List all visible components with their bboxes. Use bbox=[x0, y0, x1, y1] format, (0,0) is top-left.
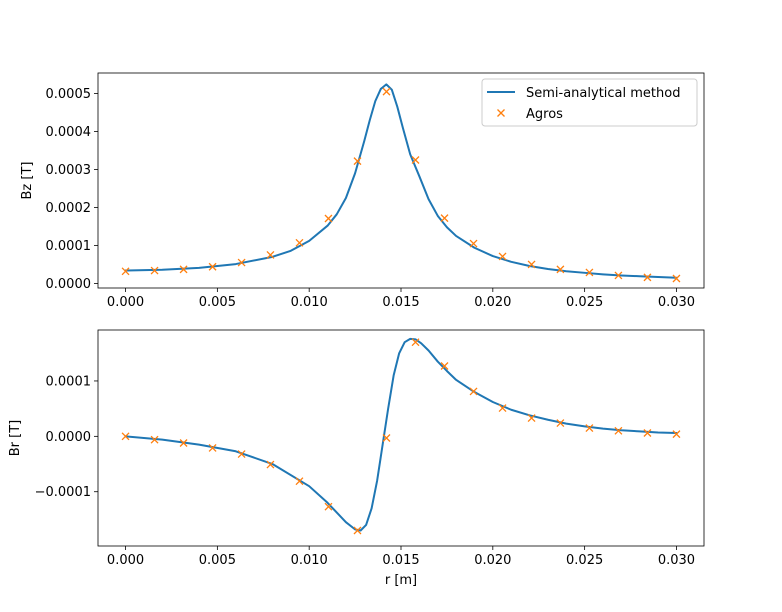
bz-agros-point bbox=[150, 266, 159, 275]
bz-agros-point bbox=[295, 238, 304, 247]
legend: Semi-analytical method Agros bbox=[481, 78, 698, 127]
br-agros-point bbox=[440, 362, 449, 370]
bz-agros-point bbox=[527, 260, 536, 269]
bz-agros-point bbox=[121, 267, 130, 276]
bz-agros-point bbox=[353, 157, 362, 166]
bz-y-ticks: 0.0000 0.0001 0.0002 0.0003 0.0004 0.0005 bbox=[46, 87, 98, 292]
br-agros-point bbox=[527, 414, 536, 423]
bz-x-tick-label: 0.000 bbox=[107, 295, 144, 310]
br-y-tick-label: 0.0000 bbox=[46, 430, 92, 445]
bz-agros-point bbox=[498, 252, 507, 261]
br-agros-point bbox=[353, 526, 362, 535]
bz-y-tick-label: 0.0005 bbox=[46, 87, 92, 102]
legend-entry-agros: Agros bbox=[526, 107, 563, 122]
br-agros-point bbox=[150, 435, 159, 444]
legend-entry-semi-analytical: Semi-analytical method bbox=[526, 86, 680, 101]
br-subplot: 0.000 0.005 0.010 0.015 0.020 0.025 0.030 −0.0… bbox=[8, 329, 705, 588]
bz-agros-point bbox=[440, 214, 449, 223]
br-marks bbox=[121, 337, 681, 535]
br-x-tick-label: 0.030 bbox=[658, 553, 695, 568]
bz-agros-point bbox=[179, 265, 188, 274]
br-agros-point bbox=[411, 338, 420, 347]
br-x-tick-label: 0.010 bbox=[291, 553, 328, 568]
br-agros-point bbox=[643, 429, 652, 437]
br-x-ticks: 0.000 0.005 0.010 0.015 0.020 0.025 0.030 bbox=[107, 546, 695, 568]
legend-box bbox=[481, 78, 698, 127]
bz-x-tick-label: 0.025 bbox=[566, 295, 603, 310]
bz-x-tick-label: 0.005 bbox=[199, 295, 236, 310]
br-x-tick-label: 0.015 bbox=[382, 553, 419, 568]
br-agros-point bbox=[324, 502, 333, 511]
br-agros-point bbox=[498, 404, 507, 413]
br-x-tick-label: 0.000 bbox=[107, 553, 144, 568]
bz-x-ticks: 0.000 0.005 0.010 0.015 0.020 0.025 0.030 bbox=[107, 288, 695, 310]
br-agros-point bbox=[295, 477, 304, 486]
bz-agros-point bbox=[237, 258, 246, 267]
bz-y-tick-label: 0.0002 bbox=[46, 201, 92, 216]
bz-subplot: 0.000 0.005 0.010 0.015 0.020 0.025 0.030 0.00… bbox=[20, 72, 705, 310]
bz-x-tick-label: 0.030 bbox=[658, 295, 695, 310]
br-agros-point bbox=[179, 439, 188, 447]
legend-x-marker-swatch bbox=[497, 109, 505, 117]
br-y-tick-label: 0.0001 bbox=[46, 374, 92, 389]
bz-x-tick-label: 0.020 bbox=[474, 295, 511, 310]
br-agros-point bbox=[382, 434, 391, 442]
bz-y-axis-label: Bz [T] bbox=[20, 162, 35, 200]
bz-x-tick-label: 0.010 bbox=[291, 295, 328, 310]
br-x-tick-label: 0.005 bbox=[199, 553, 236, 568]
bz-agros-point bbox=[643, 273, 652, 282]
br-agros-point bbox=[208, 444, 217, 452]
br-agros-point bbox=[585, 424, 594, 432]
br-y-axis-label: Br [T] bbox=[8, 420, 23, 456]
bz-agros-point bbox=[585, 268, 594, 277]
br-agros-point bbox=[121, 432, 130, 441]
bz-agros-point bbox=[411, 156, 420, 164]
bz-marks bbox=[121, 83, 681, 283]
bz-agros-point bbox=[614, 271, 623, 280]
bz-semi-analytical-line bbox=[124, 83, 678, 279]
bz-x-tick-label: 0.015 bbox=[382, 295, 419, 310]
bz-agros-point bbox=[266, 250, 275, 259]
bz-agros-point bbox=[556, 265, 565, 274]
br-agros-point bbox=[237, 450, 246, 459]
br-y-ticks: −0.0001 0.0000 0.0001 bbox=[35, 374, 98, 500]
br-y-tick-label: −0.0001 bbox=[35, 485, 91, 500]
bz-agros-point bbox=[208, 262, 217, 271]
bz-agros-point bbox=[469, 239, 478, 248]
bz-agros-point bbox=[324, 214, 333, 223]
bz-agros-point bbox=[672, 274, 681, 283]
br-agros-point bbox=[469, 387, 478, 396]
br-agros-point bbox=[672, 430, 681, 439]
br-x-axis-label: r [m] bbox=[385, 573, 417, 588]
br-agros-point bbox=[266, 460, 275, 469]
br-agros-point bbox=[556, 419, 565, 428]
bz-y-tick-label: 0.0004 bbox=[46, 125, 92, 140]
br-x-tick-label: 0.025 bbox=[566, 553, 603, 568]
bz-y-tick-label: 0.0001 bbox=[46, 239, 92, 254]
br-x-tick-label: 0.020 bbox=[474, 553, 511, 568]
br-agros-point bbox=[614, 426, 623, 435]
bz-y-tick-label: 0.0003 bbox=[46, 163, 92, 178]
br-semi-analytical-line bbox=[124, 337, 678, 532]
bz-y-tick-label: 0.0000 bbox=[46, 277, 92, 292]
bz-agros-point bbox=[382, 87, 391, 96]
